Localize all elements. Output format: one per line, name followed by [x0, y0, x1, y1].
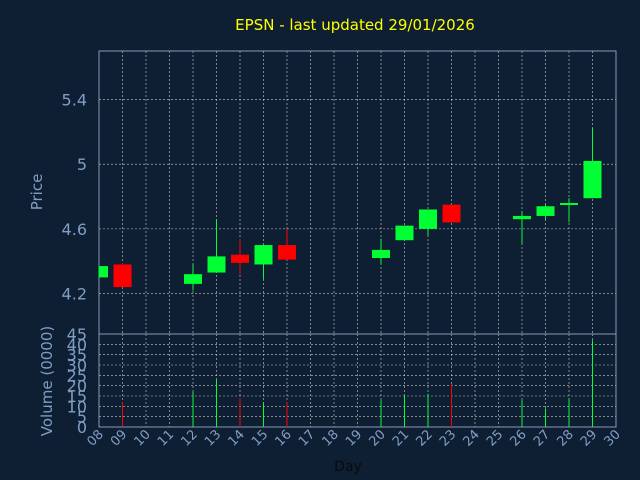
- candlestick-series: [98, 128, 602, 291]
- volume-y-tick-label: 40: [67, 335, 87, 354]
- candle: [231, 238, 249, 275]
- volume-y-tick-label: 35: [67, 346, 87, 365]
- candle-body: [184, 274, 202, 284]
- volume-y-tick-label: 25: [67, 366, 87, 385]
- candle: [254, 245, 273, 280]
- candle: [113, 262, 132, 288]
- price-y-tick-label: 4.6: [62, 220, 87, 239]
- price-grid: [98, 51, 617, 334]
- candle-body: [560, 203, 578, 206]
- candle-body: [207, 256, 226, 273]
- volume-bar-series: [122, 340, 593, 427]
- volume-y-tick-label: 30: [67, 356, 87, 375]
- candle-body: [395, 225, 414, 241]
- price-y-axis: 4.2 4.6 5 5.4: [62, 91, 87, 304]
- candle: [536, 204, 555, 220]
- volume-y-tick-label: 0: [77, 418, 87, 437]
- candle-body: [254, 245, 273, 265]
- candle-body: [419, 209, 437, 229]
- candle: [560, 198, 578, 223]
- price-y-tick-label: 4.2: [62, 285, 87, 304]
- x-axis-ticks: 08 09 10 11 12 13 14 15 16 17 18 19 20 21 22 23 24 25 26 27…: [85, 427, 624, 449]
- x-axis-label: Day: [334, 459, 362, 475]
- candle: [583, 128, 602, 199]
- candle-body: [536, 206, 555, 216]
- candle-body: [278, 245, 296, 260]
- candle-body: [583, 160, 602, 199]
- candle-body: [442, 204, 461, 223]
- candle: [442, 204, 461, 223]
- price-y-tick-label: 5: [77, 155, 87, 174]
- candle: [207, 219, 226, 273]
- candle: [184, 264, 202, 291]
- volume-plot-frame: [98, 333, 617, 428]
- candle: [372, 238, 390, 265]
- candle: [278, 228, 296, 260]
- candle-body: [231, 254, 249, 263]
- candle-body: [372, 249, 390, 258]
- candle: [513, 211, 531, 244]
- volume-y-tick-label: 15: [67, 387, 87, 406]
- chart-title: EPSN - last updated 29/01/2026: [235, 16, 475, 34]
- candle: [98, 266, 108, 278]
- candle: [395, 225, 414, 241]
- price-y-tick-label: 5.4: [62, 91, 87, 110]
- candle-body: [513, 215, 531, 220]
- price-axis-label: Price: [28, 174, 46, 211]
- candle-body: [113, 264, 132, 288]
- volume-y-tick-label: 45: [67, 325, 87, 344]
- candle-body: [99, 266, 108, 278]
- volume-y-tick-label: 10: [67, 397, 87, 416]
- volume-axis-label: Volume (0000): [38, 326, 56, 436]
- volume-y-tick-label: 5: [77, 408, 87, 427]
- candle: [419, 209, 437, 236]
- volume-y-tick-label: 20: [67, 377, 87, 396]
